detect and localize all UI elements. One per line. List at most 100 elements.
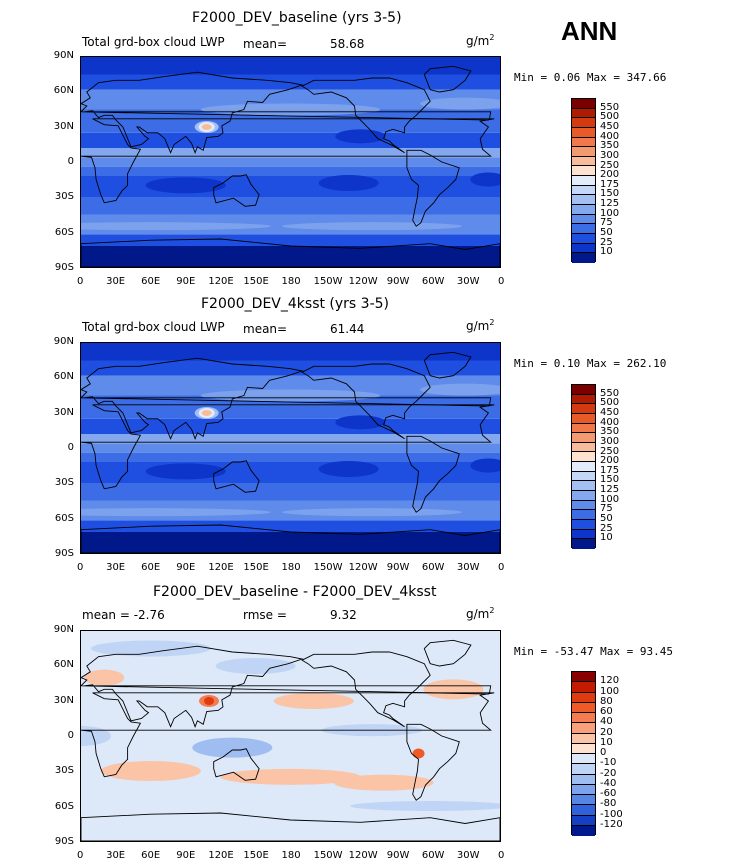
colorbar-level-label: -80: [600, 798, 617, 810]
coastline: [213, 174, 260, 207]
coastline: [81, 238, 500, 267]
colorbar-level-label: 200: [600, 455, 620, 467]
colorbar-level-label: 250: [600, 159, 620, 171]
field-band: [81, 360, 500, 376]
colorbar-segment: [572, 185, 595, 196]
colorbar-segment: [572, 754, 595, 765]
lat-tick-label: 90N: [53, 50, 74, 61]
field-blob: [423, 679, 484, 700]
coastline: [81, 812, 500, 841]
colorbar-segment: [572, 176, 595, 186]
lon-tick-label: 30E: [106, 562, 126, 573]
lat-tick-label: 90S: [54, 262, 74, 273]
lon-tick-label: 150W: [313, 562, 343, 573]
colorbar-segment: [572, 413, 595, 424]
colorbar-segment: [572, 672, 595, 683]
field-band: [81, 434, 500, 444]
colorbar-level-label: 50: [600, 227, 613, 239]
colorbar-level-label: 10: [600, 736, 613, 748]
colorbar-segment: [572, 253, 595, 263]
field-band: [81, 166, 500, 176]
colorbar-segment: [572, 481, 595, 492]
lon-tick-label: 120W: [348, 562, 378, 573]
panel-2-mean-value: 61.44: [330, 322, 365, 336]
unit-superscript: 2: [489, 606, 495, 615]
lat-tick-label: 60N: [53, 659, 74, 671]
colorbar-segment: [572, 233, 595, 244]
lat-tick-label: 60S: [54, 800, 74, 812]
colorbar-level-label: 500: [600, 111, 620, 123]
colorbar-level-label: -100: [600, 808, 623, 820]
colorbar-level-label: 200: [600, 169, 620, 181]
panel-2-colorbar: [571, 384, 596, 549]
coastline: [81, 71, 492, 154]
field-hotspot: [201, 410, 212, 416]
unit-text: g/m: [466, 319, 490, 333]
lon-tick-label: 0: [498, 850, 505, 861]
colorbar-segment: [572, 127, 595, 138]
field-band: [81, 234, 500, 246]
field-blob: [84, 669, 125, 686]
coastline: [81, 404, 495, 490]
coastline: [81, 645, 492, 728]
coastline: [423, 351, 472, 379]
field-band: [81, 74, 500, 90]
panel-1-mean-label: mean=: [243, 37, 288, 51]
colorbar-level-label: 60: [600, 706, 613, 717]
season-label: ANN: [561, 16, 618, 46]
colorbar-level-label: 25: [600, 522, 613, 534]
colorbar-segment: [572, 743, 595, 754]
field-blob: [192, 737, 273, 758]
colorbar-level-label: 100: [600, 685, 620, 697]
colorbar-level-label: 550: [600, 101, 620, 113]
panel-1-unit: g/m2: [466, 33, 494, 48]
lon-tick-label: 60E: [141, 276, 161, 287]
unit-superscript: 2: [489, 33, 495, 42]
panel-1-minmax: Min = 0.06 Max = 347.66: [514, 71, 667, 84]
panel-1-title: F2000_DEV_baseline (yrs 3-5): [192, 10, 402, 26]
field-band: [81, 375, 500, 396]
colorbar-level-label: 175: [600, 464, 620, 476]
field-band: [81, 520, 500, 532]
lat-tick-label: 60S: [54, 512, 74, 524]
lon-tick-label: 0: [498, 562, 505, 573]
field-blob: [420, 383, 500, 396]
coastline: [81, 357, 492, 440]
field-band: [81, 157, 500, 167]
lon-tick-label: 150E: [243, 562, 269, 573]
lon-tick-label: 0: [498, 276, 505, 287]
lat-tick-label: 30S: [54, 191, 74, 203]
lat-tick-label: 30S: [54, 765, 74, 777]
lon-tick-label: 30W: [456, 562, 480, 573]
field-blob: [335, 415, 386, 430]
colorbar-level-label: 100: [600, 493, 620, 505]
field-band: [81, 57, 500, 75]
field-blob: [318, 461, 379, 477]
colorbar-level-label: 10: [600, 246, 613, 258]
panel-3-minmax: Min = -53.47 Max = 93.45: [514, 645, 673, 658]
field-hotspot: [412, 748, 425, 759]
colorbar-level-label: -60: [600, 788, 617, 799]
field-blob: [281, 508, 462, 517]
colorbar-level-label: 125: [600, 484, 620, 496]
panel-3-mean-text: mean = -2.76: [82, 608, 165, 622]
panel-1-mean-value: 58.68: [330, 37, 365, 51]
colorbar-level-label: 550: [600, 387, 620, 399]
lon-tick-label: 30W: [456, 850, 480, 861]
colorbar-level-label: 450: [600, 120, 620, 132]
unit-superscript: 2: [489, 318, 495, 327]
colorbar-level-label: 175: [600, 178, 620, 190]
colorbar-level-label: 500: [600, 397, 620, 409]
coastline: [213, 460, 260, 493]
colorbar-level-label: -120: [600, 818, 623, 830]
lon-tick-label: 90W: [386, 850, 410, 861]
lat-tick-label: 60N: [53, 85, 74, 97]
panel-2-title: F2000_DEV_4ksst (yrs 3-5): [201, 296, 390, 312]
colorbar-level-label: 0: [600, 747, 607, 758]
lat-tick-label: 30N: [53, 694, 74, 706]
lon-tick-label: 150W: [313, 276, 343, 287]
coastline: [81, 118, 495, 204]
coastline: [423, 65, 472, 93]
field-band: [81, 532, 500, 553]
panel-3-title: F2000_DEV_baseline - F2000_DEV_4ksst: [153, 584, 437, 600]
